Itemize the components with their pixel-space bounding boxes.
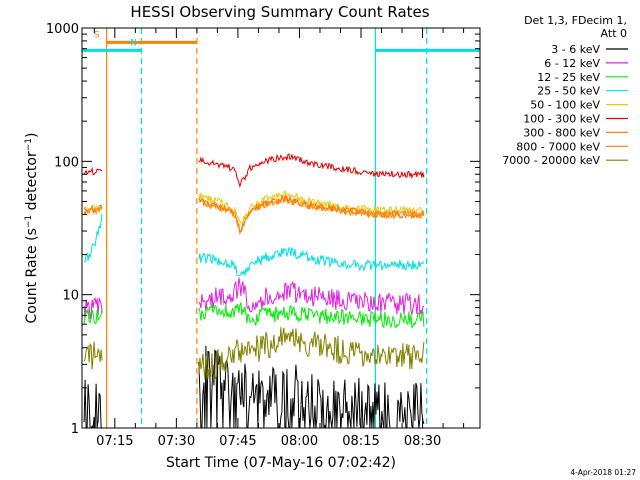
series-line [83, 166, 103, 176]
plot-frame [81, 27, 481, 429]
y-axis: 1 10 100 1000 [46, 22, 480, 437]
series-line [83, 379, 103, 428]
series-line [83, 297, 103, 320]
legend-label: 25 - 50 keV [537, 85, 600, 98]
chart-title: HESSI Observing Summary Count Rates [130, 3, 429, 21]
series-line [198, 277, 425, 315]
y-tick-label: 10 [62, 289, 79, 304]
x-tick-label: 07:30 [158, 434, 195, 449]
y-axis-label: Count Rate (s−1 detector−1) [24, 133, 40, 324]
series-line [198, 345, 425, 428]
series-line [84, 213, 103, 263]
series-line [83, 341, 103, 370]
x-tick-label: 08:00 [281, 434, 318, 449]
series-line [198, 302, 425, 329]
legend-label: 12 - 25 keV [537, 71, 600, 84]
series-line [83, 204, 103, 217]
legend-label: 300 - 800 keV [523, 126, 600, 139]
x-axis-label: Start Time (07-May-16 07:02:42) [166, 455, 396, 471]
legend-label: 800 - 7000 keV [516, 140, 600, 153]
flag-label: N [130, 38, 137, 48]
series-line [198, 194, 425, 233]
flag-label: S [94, 30, 100, 40]
x-tick-label: 08:30 [404, 434, 441, 449]
y-tick-label: 1000 [46, 22, 79, 37]
series-line [198, 246, 425, 277]
legend-header: Att 0 [601, 27, 627, 40]
footer-date: 4-Apr-2018 01:27 [570, 468, 636, 477]
legend-label: 50 - 100 keV [530, 99, 600, 112]
x-tick-label: 07:45 [219, 434, 256, 449]
x-tick-label: 07:15 [96, 434, 133, 449]
legend-label: 6 - 12 keV [544, 57, 600, 70]
x-tick-label: 08:15 [342, 434, 379, 449]
series-line [83, 307, 103, 325]
series-line [198, 327, 425, 381]
legend-label: 3 - 6 keV [551, 43, 600, 56]
y-tick-label: 1 [71, 422, 79, 437]
series-layer [83, 153, 425, 428]
series-line [83, 204, 103, 216]
observing-markers: SN [82, 28, 480, 428]
series-line [198, 153, 425, 188]
legend-label: 100 - 300 keV [523, 113, 600, 126]
legend-header: Det 1,3, FDecim 1, [524, 14, 627, 27]
x-axis: 07:15 07:30 07:45 08:00 08:15 08:30 [93, 28, 465, 449]
y-tick-label: 100 [54, 155, 79, 170]
legend-label: 7000 - 20000 keV [502, 154, 600, 167]
